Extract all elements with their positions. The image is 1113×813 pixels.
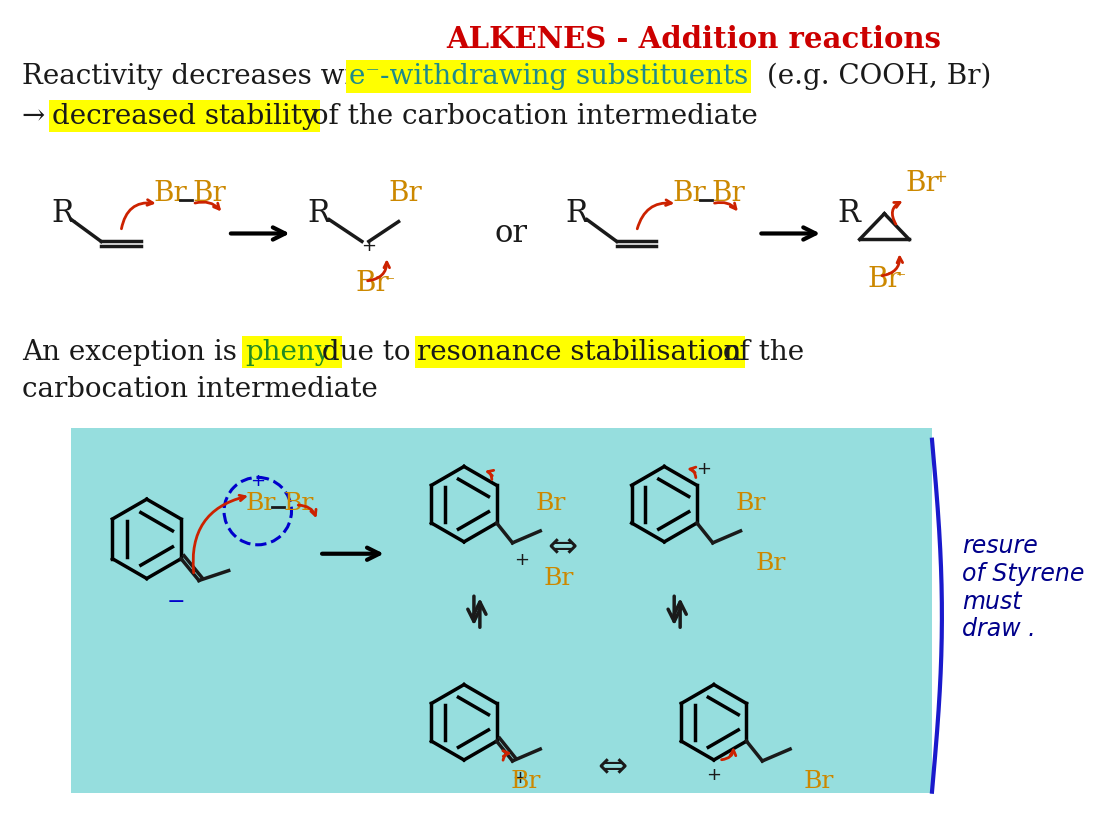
Text: resure
of Styrene
must
draw .: resure of Styrene must draw . xyxy=(962,534,1084,641)
Text: R: R xyxy=(307,198,331,229)
Text: (e.g. COOH, Br): (e.g. COOH, Br) xyxy=(758,63,992,90)
Text: Br: Br xyxy=(712,180,746,207)
Text: Br: Br xyxy=(905,171,939,198)
Text: +: + xyxy=(696,459,711,477)
Text: R: R xyxy=(51,198,75,229)
Text: of the: of the xyxy=(713,338,804,366)
Text: e⁻-withdrawing substituents: e⁻-withdrawing substituents xyxy=(349,63,748,90)
Text: Br: Br xyxy=(284,492,314,515)
Text: Br: Br xyxy=(388,180,423,207)
Text: An exception is: An exception is xyxy=(22,338,246,366)
Text: ⁻: ⁻ xyxy=(895,270,906,289)
Text: +: + xyxy=(933,168,947,186)
Text: Br: Br xyxy=(672,180,706,207)
Text: +: + xyxy=(250,472,265,490)
Text: Br: Br xyxy=(756,552,786,575)
Text: +: + xyxy=(361,237,376,255)
Text: of the carbocation intermediate: of the carbocation intermediate xyxy=(304,102,758,129)
FancyBboxPatch shape xyxy=(71,428,932,793)
Text: Br: Br xyxy=(736,492,766,515)
Text: Br: Br xyxy=(510,770,541,793)
Text: Br: Br xyxy=(543,567,573,590)
Text: phenyl: phenyl xyxy=(245,338,339,366)
Text: resonance stabilisation: resonance stabilisation xyxy=(417,338,742,366)
Text: Br: Br xyxy=(154,180,187,207)
Text: Br: Br xyxy=(355,270,388,297)
Text: ⇔: ⇔ xyxy=(548,530,578,563)
Text: +: + xyxy=(512,769,528,787)
Text: Br: Br xyxy=(804,770,834,793)
Text: R: R xyxy=(838,198,860,229)
Text: ⁻: ⁻ xyxy=(385,273,395,293)
Text: R: R xyxy=(565,198,588,229)
Text: Br: Br xyxy=(246,492,276,515)
Text: decreased stability: decreased stability xyxy=(51,102,317,129)
Text: +: + xyxy=(706,766,721,784)
Text: Br: Br xyxy=(535,492,565,515)
Text: Br: Br xyxy=(867,266,902,293)
Text: Br: Br xyxy=(193,180,226,207)
Text: ALKENES - Addition reactions: ALKENES - Addition reactions xyxy=(446,25,942,54)
Text: ⇔: ⇔ xyxy=(598,750,628,784)
Text: −: − xyxy=(167,593,186,612)
Text: carbocation intermediate: carbocation intermediate xyxy=(22,376,377,403)
Text: due to: due to xyxy=(313,338,420,366)
Text: or: or xyxy=(494,218,528,249)
Text: +: + xyxy=(514,550,530,569)
Text: Reactivity decreases with: Reactivity decreases with xyxy=(22,63,391,90)
Text: →: → xyxy=(22,102,53,129)
